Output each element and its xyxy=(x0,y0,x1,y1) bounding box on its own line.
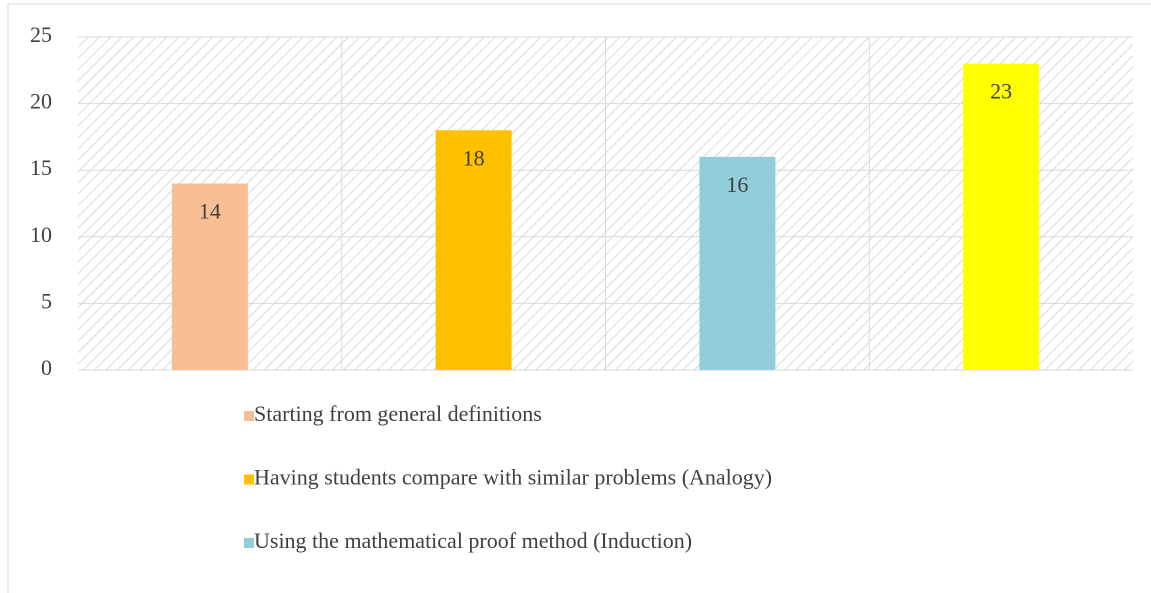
y-tick-label: 0 xyxy=(41,355,52,380)
data-label: 23 xyxy=(990,79,1012,104)
legend-swatch xyxy=(244,538,254,548)
bar xyxy=(699,156,776,370)
y-tick-label: 25 xyxy=(30,22,52,47)
bar xyxy=(171,183,248,370)
legend-swatch xyxy=(244,474,254,485)
bar xyxy=(435,130,512,370)
y-tick-label: 15 xyxy=(30,155,52,180)
y-tick-label: 5 xyxy=(41,288,52,313)
legend-label: Having students compare with similar pro… xyxy=(254,465,772,490)
y-tick-label: 20 xyxy=(30,89,52,114)
chart-border xyxy=(7,3,1151,593)
y-tick-label: 10 xyxy=(30,222,52,247)
legend-swatch xyxy=(244,411,254,421)
data-label: 18 xyxy=(463,145,485,170)
legend-label: Using the mathematical proof method (Ind… xyxy=(254,528,692,553)
data-label: 14 xyxy=(199,199,221,224)
legend-label: Starting from general definitions xyxy=(254,401,542,426)
data-label: 16 xyxy=(726,172,748,197)
bar xyxy=(963,63,1040,370)
